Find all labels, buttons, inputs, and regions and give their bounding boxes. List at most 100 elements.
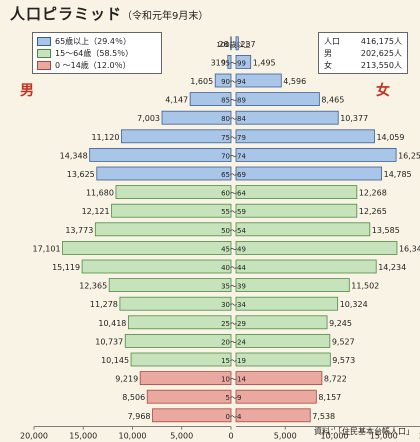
bar-female-11 <box>235 240 398 255</box>
age-label-9: 55〜59 <box>221 208 246 216</box>
age-label-5: 75〜79 <box>221 134 246 142</box>
bar-female-9 <box>235 203 358 218</box>
value-label-male-7: 13,625 <box>67 170 95 179</box>
value-label-female-15: 9,245 <box>329 319 352 328</box>
age-label-3: 85〜89 <box>221 97 246 105</box>
value-label-male-3: 4,147 <box>165 96 188 105</box>
bar-male-15 <box>127 315 232 330</box>
bar-female-8 <box>235 185 358 200</box>
tick-label-female-2: 15,000 <box>370 432 398 441</box>
value-label-female-14: 10,324 <box>340 300 368 309</box>
value-label-male-0: 28 <box>219 40 229 49</box>
value-label-female-19: 8,157 <box>318 393 341 402</box>
bar-male-1 <box>227 55 232 69</box>
bar-male-12 <box>81 259 232 274</box>
bar-female-1 <box>235 55 252 69</box>
age-label-16: 20〜24 <box>221 338 246 346</box>
bar-male-5 <box>121 129 232 144</box>
value-label-male-15: 10,418 <box>98 319 126 328</box>
bar-male-8 <box>115 185 232 200</box>
bar-male-14 <box>119 296 232 311</box>
value-label-male-20: 7,968 <box>128 412 151 421</box>
bar-female-4 <box>235 110 339 125</box>
bar-female-19 <box>235 389 317 404</box>
bar-female-10 <box>235 222 371 237</box>
source-note: 資料：「住民基本台帳人口」 <box>314 427 414 436</box>
age-label-15: 25〜29 <box>221 320 246 328</box>
bar-male-13 <box>108 278 232 293</box>
bar-female-13 <box>235 278 350 293</box>
bar-male-16 <box>124 333 232 348</box>
age-label-0: 100歳以上 <box>216 40 250 49</box>
value-label-male-6: 14,348 <box>60 151 88 160</box>
bar-male-7 <box>96 166 232 181</box>
value-label-female-12: 14,234 <box>378 263 406 272</box>
age-label-17: 15〜19 <box>221 357 246 365</box>
value-label-female-0: 237 <box>240 40 255 49</box>
total-label-all: 人口 <box>324 37 340 46</box>
value-label-male-12: 15,119 <box>52 263 80 272</box>
age-label-14: 30〜34 <box>221 301 246 309</box>
tick-label-male-4: 0 <box>228 432 233 441</box>
bar-female-3 <box>235 92 320 106</box>
population-totals: 人口 416,175人 男 202,625人 女 213,550人 <box>318 32 408 74</box>
tick-label-female-0: 5,000 <box>274 432 297 441</box>
bar-male-20 <box>152 408 232 423</box>
bar-female-16 <box>235 333 331 348</box>
bar-male-18 <box>139 371 232 386</box>
age-label-12: 40〜44 <box>221 264 246 272</box>
value-label-female-18: 8,722 <box>324 375 347 384</box>
age-label-7: 65〜69 <box>221 171 246 179</box>
title-text: 人口ピラミッド <box>10 5 123 23</box>
bar-male-4 <box>161 110 232 125</box>
value-label-male-10: 13,773 <box>65 226 93 235</box>
bar-male-11 <box>62 240 232 255</box>
age-label-4: 80〜84 <box>221 115 246 123</box>
legend: 65歳以上（29.4％） 15〜64歳（58.5％） 0 〜14歳（12.0％） <box>32 32 162 74</box>
bar-male-0 <box>230 36 232 51</box>
bar-male-6 <box>89 147 232 162</box>
age-label-11: 45〜49 <box>221 245 246 253</box>
value-label-female-16: 9,527 <box>332 337 355 346</box>
age-label-2: 90〜94 <box>221 78 246 86</box>
legend-item-65plus: 65歳以上（29.4％） <box>37 36 131 47</box>
age-label-19: 5〜9 <box>226 394 242 402</box>
value-label-male-16: 10,737 <box>95 337 123 346</box>
value-label-female-9: 12,265 <box>359 207 387 216</box>
bar-female-12 <box>235 259 377 274</box>
bar-male-3 <box>189 92 232 106</box>
subtitle-text: （令和元年9月末） <box>122 11 209 22</box>
bar-female-6 <box>235 147 397 162</box>
bar-female-18 <box>235 371 323 386</box>
value-label-male-9: 12,121 <box>82 207 110 216</box>
value-label-male-17: 10,145 <box>101 356 129 365</box>
legend-label-15-64: 15〜64歳（58.5％） <box>55 49 134 58</box>
tick-label-male-2: 10,000 <box>119 432 147 441</box>
value-label-female-8: 12,268 <box>359 189 387 198</box>
value-label-male-5: 11,120 <box>91 133 119 142</box>
male-label: 男 <box>20 83 34 99</box>
tick-label-male-3: 5,000 <box>170 432 193 441</box>
total-value-male: 202,625人 <box>360 49 402 58</box>
bar-female-14 <box>235 296 339 311</box>
legend-swatch-0-14 <box>37 61 51 70</box>
age-label-1: 95〜99 <box>221 59 246 67</box>
value-label-female-10: 13,585 <box>372 226 400 235</box>
value-label-female-13: 11,502 <box>351 282 379 291</box>
value-label-female-11: 16,342 <box>399 244 420 253</box>
total-value-female: 213,550人 <box>360 61 402 70</box>
total-value-all: 416,175人 <box>360 37 402 46</box>
page-title: 人口ピラミッド（令和元年9月末） <box>10 3 208 24</box>
value-label-male-19: 8,506 <box>122 393 145 402</box>
total-label-male: 男 <box>324 49 332 58</box>
value-label-male-1: 319 <box>211 58 226 67</box>
legend-item-0-14: 0 〜14歳（12.0％） <box>37 60 131 71</box>
value-label-female-6: 16,254 <box>398 151 420 160</box>
value-label-male-18: 9,219 <box>115 375 138 384</box>
bar-female-15 <box>235 315 328 330</box>
bar-male-19 <box>146 389 232 404</box>
value-label-male-8: 11,680 <box>86 189 114 198</box>
total-row-all: 人口 416,175人 <box>324 36 402 47</box>
age-label-13: 35〜39 <box>221 283 246 291</box>
